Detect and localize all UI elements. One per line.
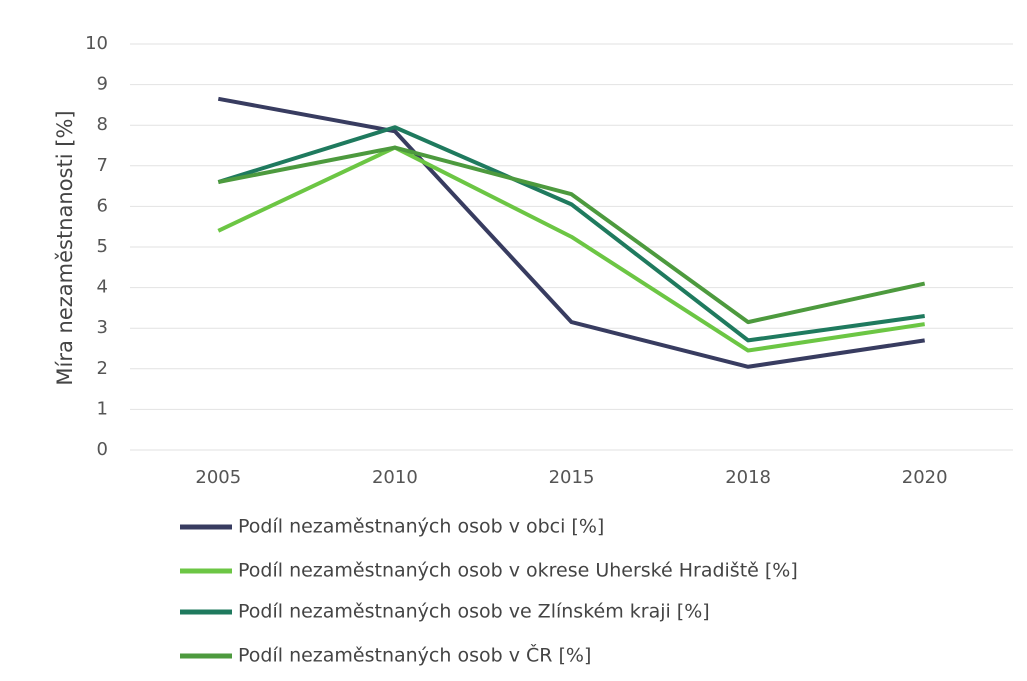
y-tick-label: 6 <box>97 195 108 216</box>
series-line <box>217 145 926 325</box>
legend-label: Podíl nezaměstnaných osob v obci [%] <box>238 516 604 538</box>
y-tick-label: 1 <box>97 398 108 419</box>
y-tick-label: 10 <box>85 33 108 54</box>
y-tick-label: 0 <box>97 439 108 460</box>
x-tick-label: 2010 <box>372 467 418 488</box>
legend-label: Podíl nezaměstnaných osob v okrese Uhers… <box>238 560 798 582</box>
y-tick-label: 2 <box>97 358 108 379</box>
x-tick-label: 2015 <box>549 467 595 488</box>
series-line <box>217 125 925 343</box>
x-tick-label: 2020 <box>902 467 948 488</box>
y-tick-label: 9 <box>97 74 108 95</box>
y-tick-label: 3 <box>97 317 108 338</box>
series-line <box>217 145 925 353</box>
y-axis-label: Míra nezaměstnanosti [%] <box>53 110 77 385</box>
x-tick-label: 2005 <box>195 467 241 488</box>
y-tick-label: 4 <box>97 277 108 298</box>
x-tick-label: 2018 <box>725 467 771 488</box>
legend-label: Podíl nezaměstnaných osob v ČR [%] <box>238 643 591 667</box>
series-line <box>217 96 925 369</box>
y-tick-label: 5 <box>97 236 108 257</box>
legend-label: Podíl nezaměstnaných osob ve Zlínském kr… <box>238 601 710 623</box>
y-tick-label: 7 <box>97 155 108 176</box>
y-tick-label: 8 <box>97 114 108 135</box>
